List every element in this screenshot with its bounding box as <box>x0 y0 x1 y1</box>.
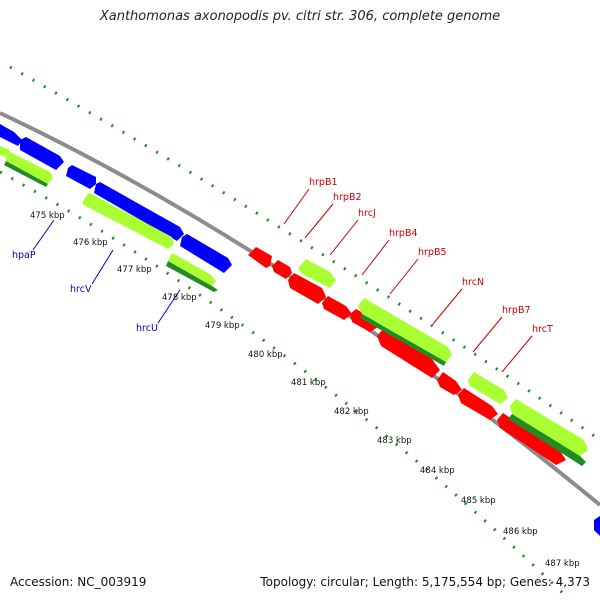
kbp-label: 486 kbp <box>503 527 538 537</box>
feature-bar <box>82 193 174 249</box>
cds-arrow <box>94 182 184 241</box>
leader-line <box>304 203 334 239</box>
kbp-label: 481 kbp <box>291 378 326 388</box>
cds-arrow <box>272 260 292 279</box>
accession-label: Accession: NC_003919 <box>10 575 147 589</box>
cds-arrow <box>322 296 352 320</box>
feature-bar <box>6 151 53 184</box>
leader-line <box>91 249 114 285</box>
kbp-label: 487 kbp <box>545 559 580 569</box>
gene-label-hpaP: hpaP <box>12 250 36 261</box>
leader-line <box>32 219 55 251</box>
right-leader-lines <box>283 188 533 373</box>
cds-arrow <box>288 273 326 304</box>
gene-label-hrcJ: hrcJ <box>358 208 376 219</box>
kbp-label: 478 kbp <box>162 293 197 303</box>
cds-arrow <box>458 388 498 420</box>
kbp-label: 480 kbp <box>248 350 283 360</box>
leader-line <box>157 289 181 324</box>
gene-label-hrpB7: hrpB7 <box>502 305 531 316</box>
kbp-label: 482 kbp <box>334 407 369 417</box>
cds-arrow <box>377 329 440 378</box>
feature-bar <box>298 259 336 288</box>
feature-bar <box>360 314 446 366</box>
left-feature-group <box>0 146 218 292</box>
leader-line <box>389 258 419 295</box>
feature-bar <box>168 253 216 286</box>
cds-arrow <box>437 372 462 395</box>
kbp-label: 475 kbp <box>30 211 65 221</box>
kbp-label: 476 kbp <box>73 238 108 248</box>
gene-label-hrpB1: hrpB1 <box>309 177 338 188</box>
left-gene-labels: hpaP hrcV hrcU <box>12 250 158 334</box>
feature-bar <box>358 298 452 362</box>
cds-arrow <box>350 309 378 332</box>
leader-line <box>501 335 533 373</box>
feature-bar <box>4 161 48 187</box>
gene-label-hrcT: hrcT <box>532 324 553 335</box>
leader-line <box>361 239 390 276</box>
feature-bar <box>166 261 218 292</box>
gene-label-hrcV: hrcV <box>70 284 92 295</box>
feature-bar <box>510 399 588 456</box>
leader-line <box>283 188 310 225</box>
feature-bar <box>468 372 508 404</box>
kbp-label: 479 kbp <box>205 321 240 331</box>
map-title: Xanthomonas axonopodis pv. citri str. 30… <box>99 9 501 24</box>
kbp-label: 477 kbp <box>117 265 152 275</box>
leader-line <box>329 219 359 256</box>
right-reverse-cds-group <box>248 247 566 465</box>
leader-line <box>432 288 463 325</box>
gene-label-hrpB2: hrpB2 <box>333 192 362 203</box>
gene-label-hrcU: hrcU <box>136 323 158 334</box>
kbp-label: 485 kbp <box>461 496 496 506</box>
gene-label-hrpB5: hrpB5 <box>418 247 447 258</box>
gene-label-hrcN: hrcN <box>462 277 484 288</box>
right-feature-group <box>298 259 588 466</box>
cds-arrow <box>0 124 22 146</box>
kbp-label: 483 kbp <box>377 436 412 446</box>
kbp-axis-labels: 475 kbp 476 kbp 477 kbp 478 kbp 479 kbp 480 k… <box>30 211 580 569</box>
leader-line <box>472 316 503 353</box>
cds-arrow <box>248 247 272 268</box>
cds-arrow <box>594 516 600 536</box>
genome-summary: Topology: circular; Length: 5,175,554 bp… <box>260 575 590 589</box>
cds-arrow <box>66 165 96 189</box>
left-leader-lines <box>32 219 181 324</box>
kbp-label: 484 kbp <box>420 466 455 476</box>
cds-arrow <box>497 413 566 465</box>
cds-arrow <box>20 137 64 170</box>
left-forward-cds-group <box>0 124 232 273</box>
feature-bar <box>508 414 586 466</box>
gene-label-hrpB4: hrpB4 <box>389 228 418 239</box>
cds-arrow <box>180 234 232 273</box>
